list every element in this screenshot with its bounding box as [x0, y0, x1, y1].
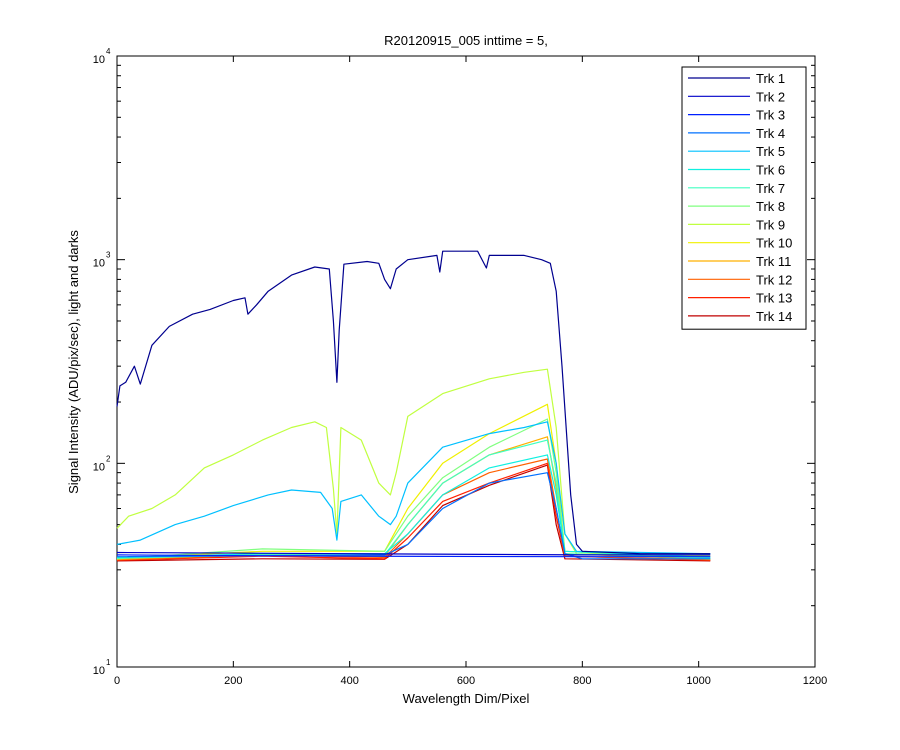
series-line-trk-7 [116, 439, 711, 559]
y-tick-label: 10 [93, 665, 105, 677]
y-tick-label: 10 [93, 54, 105, 66]
series-line-trk-14 [116, 464, 711, 562]
y-tick-exponent: 2 [106, 454, 111, 463]
y-tick-exponent: 3 [106, 251, 111, 260]
y-tick-exponent: 1 [106, 658, 111, 667]
chart-title: R20120915_005 inttime = 5, [384, 33, 548, 48]
legend-label: Trk 7 [756, 181, 785, 196]
series-line-trk-6 [116, 454, 711, 559]
legend-label: Trk 4 [756, 126, 785, 141]
series-line-trk-9 [116, 368, 711, 557]
y-tick-label: 10 [93, 461, 105, 473]
legend-label: Trk 5 [756, 144, 785, 159]
x-axis-title: Wavelength Dim/Pixel [403, 691, 530, 706]
y-axis-title: Signal Intensity (ADU/pix/sec), light an… [66, 230, 81, 494]
legend-label: Trk 14 [756, 309, 792, 324]
series-line-trk-11 [116, 436, 711, 560]
legend-label: Trk 11 [756, 254, 791, 269]
x-tick-label: 800 [573, 675, 591, 687]
legend-label: Trk 3 [756, 108, 785, 123]
series-line-trk-10 [116, 403, 711, 560]
legend: Trk 1 Trk 2 Trk 3 Trk 4 Trk 5 Trk 6 Trk 7 Trk 8… [681, 66, 807, 330]
series-line-trk-13 [116, 462, 711, 561]
legend-label: Trk 1 [756, 71, 785, 86]
series-line-trk-2 [116, 551, 711, 556]
y-tick-label: 10 [93, 258, 105, 270]
y-tick-exponent: 4 [106, 47, 111, 56]
series-line-trk-1 [116, 250, 711, 555]
legend-box [681, 66, 807, 330]
series-line-trk-5 [116, 421, 711, 555]
x-tick-label: 600 [457, 675, 475, 687]
legend-label: Trk 9 [756, 217, 785, 232]
series-line-trk-3 [116, 554, 711, 558]
x-tick-label: 200 [224, 675, 242, 687]
legend-label: Trk 6 [756, 163, 785, 178]
legend-label: Trk 13 [756, 291, 792, 306]
x-tick-label: 400 [340, 675, 358, 687]
x-tick-label: 0 [114, 675, 120, 687]
x-tick-label: 1200 [803, 675, 827, 687]
series-line-trk-8 [116, 418, 711, 560]
legend-label: Trk 12 [756, 272, 792, 287]
legend-label: Trk 10 [756, 236, 792, 251]
legend-label: Trk 2 [756, 89, 785, 104]
x-tick-label: 1000 [686, 675, 710, 687]
legend-label: Trk 8 [756, 199, 785, 214]
